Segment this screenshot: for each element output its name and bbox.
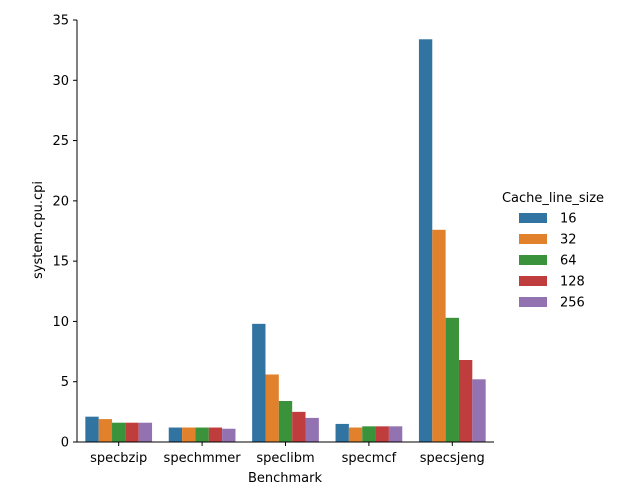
y-tick-label: 10 — [52, 315, 69, 330]
bar-spechmmer-16 — [168, 427, 183, 442]
bar-specmcf-32 — [348, 427, 363, 442]
bar-specbzip-32 — [98, 419, 113, 442]
bar-specsjeng-64 — [445, 317, 459, 442]
legend-label-256: 256 — [560, 296, 585, 311]
bar-specbzip-16 — [85, 416, 99, 442]
bar-specsjeng-256 — [472, 379, 486, 442]
legend-label-16: 16 — [560, 212, 577, 227]
bar-specmcf-64 — [362, 426, 376, 442]
legend-swatch-16 — [519, 213, 547, 223]
bar-specmcf-128 — [375, 426, 389, 442]
bar-speclibm-64 — [278, 401, 293, 442]
bar-speclibm-256 — [305, 417, 319, 442]
bar-specbzip-128 — [125, 422, 139, 442]
bar-speclibm-32 — [265, 374, 279, 442]
bar-specmcf-256 — [388, 426, 403, 442]
y-tick-label: 15 — [52, 255, 69, 270]
y-tick-label: 30 — [52, 74, 69, 89]
bar-specsjeng-16 — [418, 39, 433, 442]
x-tick-label: specsjeng — [420, 451, 485, 466]
bar-specmcf-16 — [335, 423, 349, 442]
legend-label-128: 128 — [560, 275, 585, 290]
y-tick-label: 20 — [52, 194, 69, 209]
bar-speclibm-128 — [292, 411, 306, 442]
y-tick-label: 35 — [52, 14, 69, 29]
x-tick-label: speclibm — [256, 451, 314, 466]
legend-title: Cache_line_size — [502, 191, 604, 206]
plot-area — [85, 39, 486, 442]
x-axis: specbzip spechmmer speclibm specmcf specsjen… — [77, 441, 494, 466]
bar-spechmmer-64 — [195, 427, 209, 442]
bar-specsjeng-32 — [432, 229, 446, 442]
y-tick-label: 0 — [61, 436, 69, 451]
legend-swatch-64 — [519, 255, 547, 265]
legend-label-64: 64 — [560, 254, 577, 269]
y-axis: 0 5 10 15 20 25 30 35 — [52, 14, 78, 451]
x-tick-label: specbzip — [90, 451, 147, 466]
x-tick-label: spechmmer — [164, 451, 242, 466]
legend-swatch-32 — [519, 234, 547, 244]
legend: Cache_line_size 16 32 64 128 256 — [502, 191, 604, 311]
y-tick-label: 25 — [52, 134, 69, 149]
bar-speclibm-16 — [252, 323, 266, 442]
bar-specbzip-64 — [112, 422, 126, 442]
bar-specbzip-256 — [138, 422, 153, 442]
bar-specsjeng-128 — [458, 360, 473, 442]
y-axis-label: system.cpu.cpi — [31, 181, 46, 279]
legend-label-32: 32 — [560, 233, 577, 248]
x-tick-label: specmcf — [342, 451, 397, 466]
legend-swatch-256 — [519, 297, 547, 307]
legend-swatch-128 — [519, 276, 547, 286]
x-axis-label: Benchmark — [248, 471, 323, 486]
y-tick-label: 5 — [61, 375, 69, 390]
bar-spechmmer-128 — [208, 427, 223, 442]
bar-spechmmer-32 — [182, 427, 196, 442]
bar-spechmmer-256 — [222, 428, 236, 442]
